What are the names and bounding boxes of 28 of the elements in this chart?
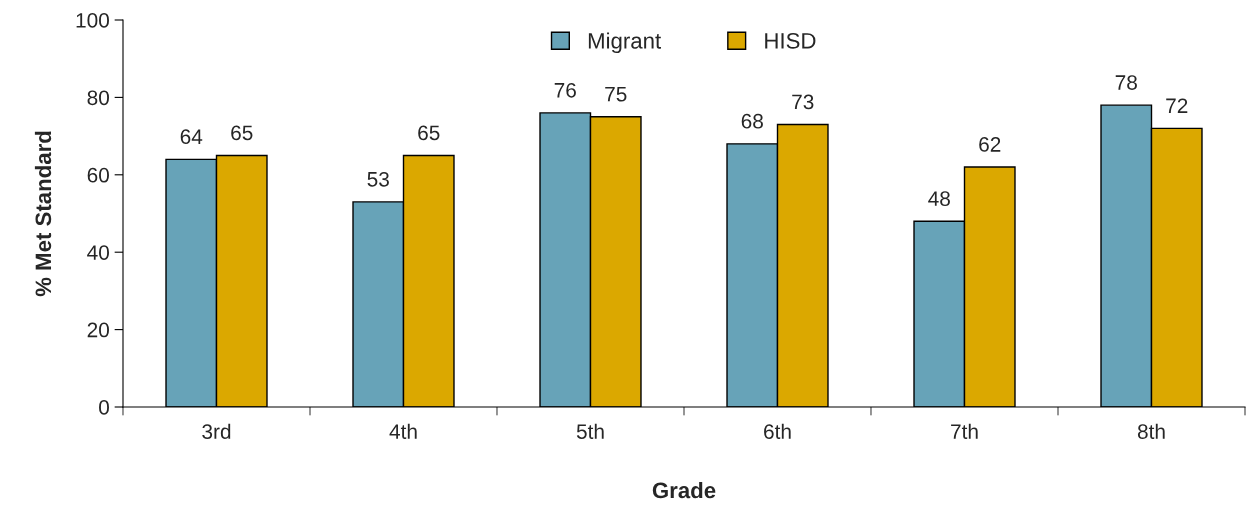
y-tick-label: 20 xyxy=(87,322,109,338)
y-tick-label: 0 xyxy=(99,400,109,415)
legend-label: Migrant xyxy=(588,32,662,54)
data-label: 75 xyxy=(605,86,627,102)
data-label: 48 xyxy=(928,191,950,207)
data-label: 68 xyxy=(741,113,763,129)
x-tick-label: 7th xyxy=(951,423,978,439)
x-tick-label: 3rd xyxy=(202,423,231,439)
x-tick-label: 6th xyxy=(764,423,791,439)
y-tick-label: 100 xyxy=(76,13,109,28)
data-label: 72 xyxy=(1166,98,1188,113)
data-label: 53 xyxy=(367,171,389,187)
data-label: 65 xyxy=(418,125,440,141)
data-label: 78 xyxy=(1115,75,1137,90)
legend-label: HISD xyxy=(765,32,816,49)
y-axis-title: % Met Standard xyxy=(34,131,52,297)
y-tick-label: 80 xyxy=(87,90,109,106)
data-label: 62 xyxy=(979,137,1001,152)
x-tick-label: 5th xyxy=(576,423,604,439)
data-label: 73 xyxy=(792,94,814,110)
x-axis-title: Grade xyxy=(652,481,716,499)
x-tick-label: 8th xyxy=(1137,423,1165,439)
data-label: 64 xyxy=(180,129,203,145)
x-tick-label: 4th xyxy=(389,423,417,439)
data-label: 76 xyxy=(554,82,576,98)
y-tick-label: 60 xyxy=(87,167,109,183)
y-tick-label: 40 xyxy=(87,245,109,260)
data-label: 65 xyxy=(231,125,253,141)
